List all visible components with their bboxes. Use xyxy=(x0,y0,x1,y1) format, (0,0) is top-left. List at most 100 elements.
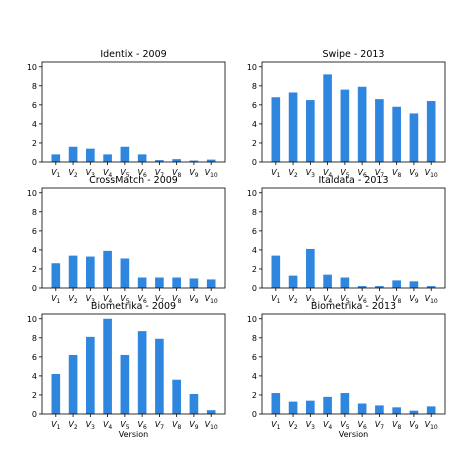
bar-v2 xyxy=(288,275,298,288)
x-tick-label: V3 xyxy=(86,168,95,179)
bar-v2 xyxy=(68,354,78,414)
x-tick-label: V1 xyxy=(271,420,280,431)
bar-v6 xyxy=(137,331,147,414)
x-tick-label: V6 xyxy=(357,168,366,179)
y-tick-label: 2 xyxy=(32,265,37,274)
bar-v9 xyxy=(409,410,419,414)
x-tick-label: V4 xyxy=(323,168,332,179)
x-tick-label: V4 xyxy=(323,294,332,305)
x-tick-label: V4 xyxy=(323,420,332,431)
y-tick-label: 2 xyxy=(252,391,257,400)
panel-title: Identix - 2009 xyxy=(100,49,166,60)
x-tick-label: V9 xyxy=(189,294,198,305)
y-tick-label: 10 xyxy=(247,63,257,72)
panel-title: Biometrika - 2013 xyxy=(311,301,396,312)
bar-v9 xyxy=(189,394,199,414)
x-tick-label: V8 xyxy=(392,420,401,431)
bar-v2 xyxy=(68,146,78,162)
bar-v10 xyxy=(426,101,436,162)
bar-v10 xyxy=(426,286,436,288)
y-tick-label: 8 xyxy=(252,208,257,217)
bar-v7 xyxy=(375,99,384,162)
bar-v5 xyxy=(340,89,350,162)
y-tick-label: 2 xyxy=(32,391,37,400)
x-tick-label: V2 xyxy=(68,168,77,179)
bar-v4 xyxy=(103,154,112,162)
x-tick-label: V8 xyxy=(172,168,181,179)
x-tick-label: V8 xyxy=(392,294,401,305)
bar-v8 xyxy=(392,280,401,288)
x-tick-label: V2 xyxy=(288,168,297,179)
axes-frame xyxy=(41,187,226,289)
bar-v1 xyxy=(271,97,281,162)
x-tick-label: V2 xyxy=(68,294,77,305)
y-tick-label: 8 xyxy=(252,82,257,91)
bar-v1 xyxy=(271,393,281,414)
x-tick-label: V6 xyxy=(357,420,366,431)
bar-v6 xyxy=(357,86,367,162)
bar-v1 xyxy=(271,255,281,288)
x-tick-label: V1 xyxy=(51,420,60,431)
x-tick-label: V1 xyxy=(51,168,60,179)
bar-v5 xyxy=(120,258,130,288)
x-tick-label: V5 xyxy=(120,294,129,305)
y-tick-label: 6 xyxy=(32,353,37,362)
bar-v3 xyxy=(86,256,95,288)
bar-v6 xyxy=(137,154,147,162)
x-tick-label: V7 xyxy=(375,420,384,431)
x-tick-label: V1 xyxy=(51,294,60,305)
bar-v7 xyxy=(375,286,384,288)
bar-v8 xyxy=(392,407,401,414)
bar-v10 xyxy=(426,406,436,414)
y-tick-label: 0 xyxy=(32,158,37,167)
bar-v4 xyxy=(103,318,112,414)
axes-frame xyxy=(41,61,226,163)
y-tick-label: 6 xyxy=(252,353,257,362)
bar-v7 xyxy=(155,277,164,288)
bar-v9 xyxy=(409,281,419,288)
bar-v2 xyxy=(288,92,298,162)
y-tick-label: 8 xyxy=(32,82,37,91)
axes-frame xyxy=(261,61,446,163)
y-tick-label: 6 xyxy=(32,227,37,236)
chart-panel-2: Swipe - 2013 V1 V2 V3 V4 V5 V6 V7 V8 V9 V10 0 2 4 6 8 10 xyxy=(247,49,446,179)
axes-frame xyxy=(41,313,226,415)
panel-title: Swipe - 2013 xyxy=(323,49,385,60)
bar-v8 xyxy=(172,379,181,414)
x-tick-label: V2 xyxy=(288,294,297,305)
y-tick-label: 8 xyxy=(252,334,257,343)
bar-v10 xyxy=(206,279,216,288)
panel-title: Biometrika - 2009 xyxy=(91,301,176,312)
y-tick-label: 0 xyxy=(252,284,257,293)
bar-v10 xyxy=(206,410,216,414)
axes-frame xyxy=(261,187,446,289)
panel-title: CrossMatch - 2009 xyxy=(89,175,178,186)
y-tick-label: 6 xyxy=(252,101,257,110)
x-tick-label: V5 xyxy=(340,420,349,431)
bar-v6 xyxy=(357,403,367,414)
y-tick-label: 6 xyxy=(32,101,37,110)
y-tick-label: 0 xyxy=(32,410,37,419)
x-tick-label: V7 xyxy=(375,168,384,179)
x-tick-label: V3 xyxy=(306,420,315,431)
bar-v8 xyxy=(172,277,181,288)
x-tick-label: V10 xyxy=(205,168,218,179)
y-tick-label: 4 xyxy=(252,120,257,129)
x-tick-label: V2 xyxy=(288,420,297,431)
y-tick-label: 10 xyxy=(247,189,257,198)
bar-v6 xyxy=(137,277,147,288)
x-tick-label: V4 xyxy=(103,420,112,431)
x-tick-label: V10 xyxy=(205,294,218,305)
bar-v5 xyxy=(120,146,130,162)
x-tick-label: V10 xyxy=(425,168,438,179)
y-tick-label: 2 xyxy=(32,139,37,148)
bar-v4 xyxy=(323,274,332,288)
x-tick-label: V6 xyxy=(137,168,146,179)
bar-v7 xyxy=(155,160,164,162)
bar-v7 xyxy=(375,405,384,414)
x-tick-label: V9 xyxy=(189,168,198,179)
axes-frame xyxy=(261,313,446,415)
x-tick-label: V7 xyxy=(155,420,164,431)
x-tick-label: V7 xyxy=(155,294,164,305)
x-tick-label: V5 xyxy=(120,168,129,179)
